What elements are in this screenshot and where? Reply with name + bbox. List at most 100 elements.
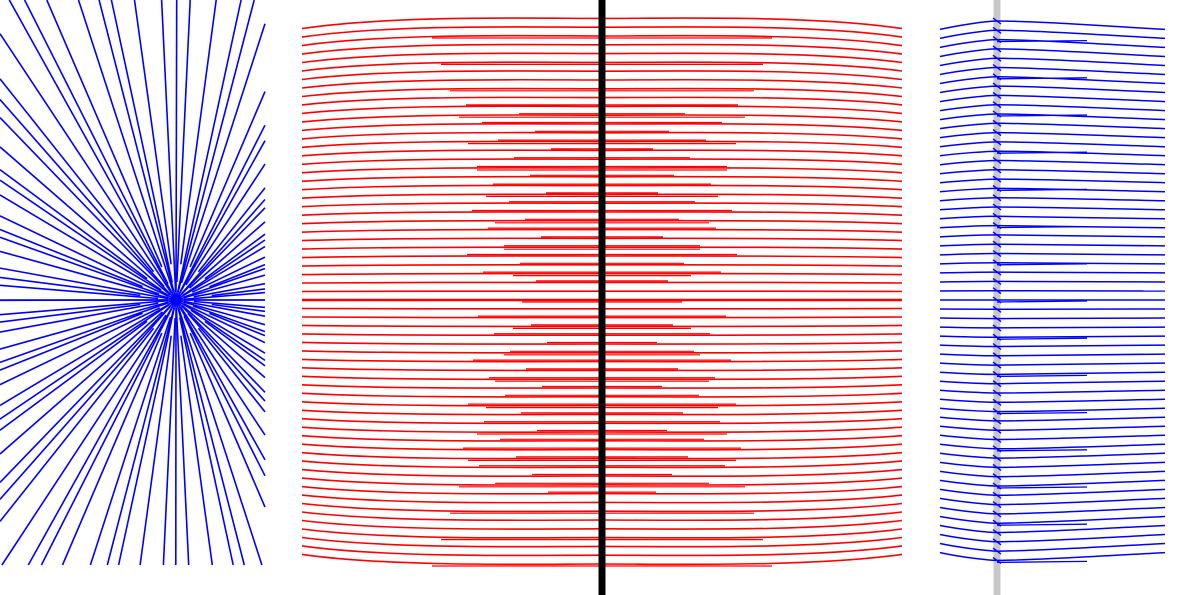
branch-node-mark	[992, 398, 1002, 406]
radial-field-line	[183, 267, 266, 299]
radial-field-line	[211, 288, 266, 297]
branch-node-mark	[992, 156, 1002, 165]
branching-field-line-left	[939, 20, 998, 31]
branch-node-mark	[992, 287, 1002, 295]
branch-node-mark	[992, 556, 1002, 564]
branch-node-mark	[992, 482, 1002, 490]
branching-field-line-right	[996, 389, 1166, 394]
branching-field-short-line	[996, 374, 1088, 378]
branching-field-line-left	[939, 326, 998, 329]
branching-field-line-left	[939, 169, 998, 175]
radial-field-line	[183, 315, 266, 477]
radial-field-line	[0, 98, 165, 288]
radial-field-line	[0, 168, 148, 280]
radial-field-line	[61, 332, 163, 566]
branch-node-mark	[992, 315, 1002, 323]
radial-field-line	[197, 187, 266, 273]
branching-field-line-left	[939, 234, 998, 238]
radial-field-line	[176, 0, 242, 293]
branching-field-short-line	[996, 411, 1088, 415]
radial-field-line	[175, 274, 266, 301]
radial-field-line	[133, 0, 172, 265]
branching-field-line-left	[939, 224, 998, 229]
branching-field-line-right	[996, 29, 1166, 40]
branching-field-line-left	[939, 76, 998, 85]
radial-field-line	[0, 305, 172, 500]
branching-field-line-right	[996, 497, 1166, 506]
branching-field-line-right	[996, 551, 1166, 562]
radial-field-line	[46, 0, 163, 268]
radial-field-line	[189, 91, 266, 268]
radial-field-line	[182, 239, 266, 297]
branching-field-line-right	[996, 317, 1166, 320]
branch-node-mark	[992, 501, 1002, 509]
radial-field-line	[0, 303, 170, 420]
branching-field-line-right	[996, 398, 1166, 404]
branching-field-line-right	[996, 94, 1166, 103]
branching-field-line-right	[996, 452, 1166, 459]
center-curved-field-panel	[301, 0, 903, 595]
radial-field-line	[0, 250, 177, 301]
radial-field-line	[179, 306, 266, 436]
radial-field-line	[180, 23, 266, 284]
branch-node-mark	[992, 203, 1002, 211]
branching-field-line-left	[939, 48, 998, 58]
radial-field-line	[0, 311, 164, 455]
radial-field-line	[0, 215, 170, 298]
branch-node-mark	[992, 547, 1002, 555]
branching-field-line-left	[939, 353, 998, 357]
radial-field-line	[176, 0, 191, 283]
radial-field-line	[175, 0, 178, 301]
radial-field-line	[187, 312, 266, 402]
branching-field-short-line	[996, 188, 1088, 192]
branch-node-mark	[992, 36, 1002, 44]
radial-field-line	[180, 198, 266, 295]
branch-node-mark	[992, 519, 1002, 527]
radial-field-line	[183, 300, 266, 317]
branching-field-line-left	[939, 150, 998, 157]
branching-field-line-right	[996, 515, 1166, 524]
branch-node-mark	[992, 26, 1002, 34]
branching-field-line-left	[939, 551, 998, 562]
radial-field-line	[209, 312, 266, 337]
branch-node-mark	[992, 73, 1002, 81]
branch-node-mark	[992, 370, 1002, 378]
radial-field-line	[0, 299, 177, 407]
branching-field-line-right	[996, 362, 1166, 366]
branch-node-mark	[992, 119, 1002, 127]
radial-field-line	[204, 320, 266, 367]
radial-field-line	[178, 124, 266, 294]
branching-field-line-right	[996, 48, 1166, 58]
radial-field-line	[189, 332, 266, 508]
radial-field-line	[193, 300, 266, 309]
branching-field-line-right	[996, 326, 1166, 329]
branching-field-line-left	[939, 243, 998, 247]
radial-field-line	[180, 335, 214, 566]
radial-field-line	[175, 245, 266, 301]
branching-field-line-right	[996, 353, 1166, 357]
branching-field-line-right	[996, 234, 1166, 238]
branching-field-line-left	[939, 206, 998, 211]
branching-field-line-left	[939, 470, 998, 478]
radial-field-line	[177, 307, 263, 566]
branching-field-line-left	[939, 488, 998, 497]
branching-field-short-line	[996, 151, 1088, 154]
radial-field-line	[175, 299, 246, 566]
branching-field-line-left	[939, 443, 998, 450]
radial-field-line	[0, 299, 177, 483]
branching-field-line-right	[996, 416, 1166, 422]
branching-field-line-left	[939, 141, 998, 148]
branching-field-line-left	[939, 187, 998, 193]
branching-field-line-left	[939, 533, 998, 543]
radial-field-line	[182, 302, 266, 344]
radial-field-line	[0, 236, 160, 295]
radial-field-line	[139, 335, 172, 566]
radial-field-line	[197, 327, 266, 413]
branching-field-line-right	[996, 169, 1166, 175]
branching-field-line-left	[939, 29, 998, 40]
radial-field-line	[8, 0, 177, 301]
radial-field-line	[162, 317, 176, 566]
branching-field-line-right	[996, 371, 1166, 376]
branch-node-mark	[992, 231, 1002, 239]
radial-field-line	[175, 299, 266, 354]
